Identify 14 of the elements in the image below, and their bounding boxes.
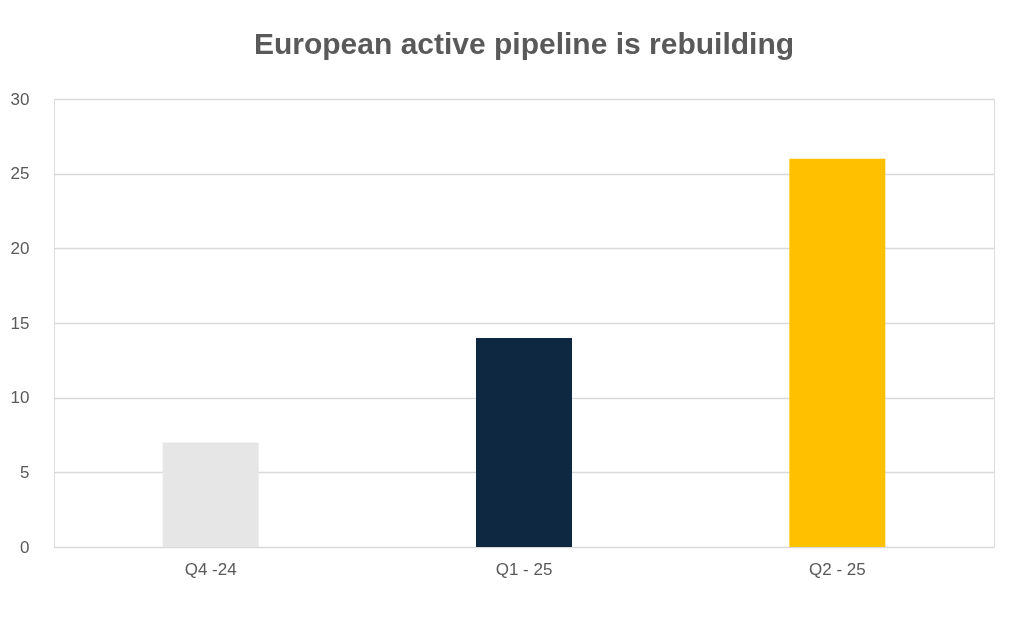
chart-title: European active pipeline is rebuilding xyxy=(253,27,795,60)
x-tick-label: Q2 - 25 xyxy=(808,559,866,579)
bar xyxy=(476,337,572,547)
y-tick-label: 30 xyxy=(10,89,30,109)
y-tick-label: 10 xyxy=(10,388,30,408)
x-tick-label: Q4 -24 xyxy=(184,559,237,579)
y-tick-label: 25 xyxy=(10,164,30,184)
y-tick-label: 15 xyxy=(10,313,30,333)
y-tick-label: 20 xyxy=(10,238,30,258)
x-tick-label: Q1 - 25 xyxy=(495,559,553,579)
bar xyxy=(162,442,259,547)
y-tick-label: 5 xyxy=(20,462,30,482)
bar xyxy=(789,158,886,547)
y-tick-label: 0 xyxy=(20,537,30,557)
